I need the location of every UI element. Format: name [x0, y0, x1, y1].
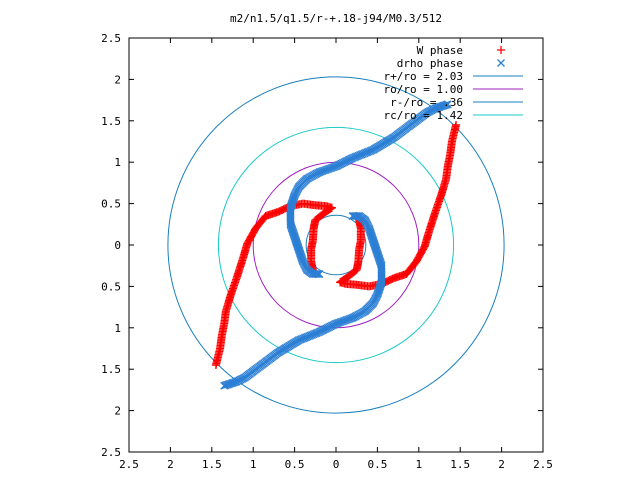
y-axis-ticks: 2.5 2 1.5 1 0.5 0 0.5 1 1.5 2 2.5	[101, 32, 543, 459]
x-tick-label: 0.5	[285, 458, 305, 471]
legend-label: ro/ro = 1.00	[384, 83, 463, 96]
x-tick-label: 0.5	[367, 458, 387, 471]
legend-label: r-/ro = .36	[390, 96, 463, 109]
data-point	[497, 59, 505, 67]
y-tick-label: 2	[114, 73, 121, 86]
x-tick-label: 1.5	[450, 458, 470, 471]
y-tick-label: 2.5	[101, 32, 121, 45]
legend-label: r+/ro = 2.03	[384, 70, 463, 83]
series-drho-phase	[220, 100, 452, 390]
x-tick-label: 2.5	[119, 458, 139, 471]
data-point	[327, 203, 336, 212]
x-tick-label: 0	[333, 458, 340, 471]
legend-label: drho phase	[397, 57, 463, 70]
legend-label: W phase	[417, 44, 463, 57]
y-tick-label: 0	[114, 239, 121, 252]
y-tick-label: 2	[114, 405, 121, 418]
data-point	[221, 381, 230, 390]
data-point	[452, 120, 461, 129]
legend-label: rc/ro = 1.42	[384, 109, 463, 122]
reference-circle	[305, 214, 367, 276]
data-point	[442, 100, 451, 109]
x-axis-ticks: 2.5 2 1.5 1 0.5 0 0.5 1 1.5 2 2.5	[119, 38, 553, 471]
series-w-phase	[211, 120, 461, 370]
y-tick-label: 1	[114, 322, 121, 335]
x-tick-label: 2.5	[533, 458, 553, 471]
y-tick-label: 1.5	[101, 115, 121, 128]
y-tick-label: 2.5	[101, 446, 121, 459]
y-tick-label: 0.5	[101, 198, 121, 211]
reference-circle	[252, 161, 420, 329]
data-point	[497, 46, 505, 54]
data-point	[220, 381, 229, 390]
chart-title: m2/n1.5/q1.5/r-+.18-j94/M0.3/512	[230, 12, 442, 25]
x-tick-label: 2	[498, 458, 505, 471]
x-tick-label: 1	[250, 458, 257, 471]
plot-frame	[128, 37, 544, 453]
data-point	[289, 194, 298, 203]
reference-circle	[167, 76, 505, 414]
data-series	[211, 100, 461, 390]
x-tick-label: 2	[167, 458, 174, 471]
reference-circle	[217, 126, 455, 364]
x-tick-label: 1.5	[202, 458, 222, 471]
y-tick-label: 1	[114, 156, 121, 169]
data-point	[374, 287, 383, 296]
data-point	[441, 101, 449, 110]
data-point	[223, 380, 231, 389]
y-tick-label: 1.5	[101, 363, 121, 376]
data-point	[326, 204, 335, 213]
x-tick-label: 1	[415, 458, 422, 471]
data-point	[443, 100, 452, 109]
y-tick-label: 0.5	[101, 280, 121, 293]
data-point	[211, 361, 220, 370]
